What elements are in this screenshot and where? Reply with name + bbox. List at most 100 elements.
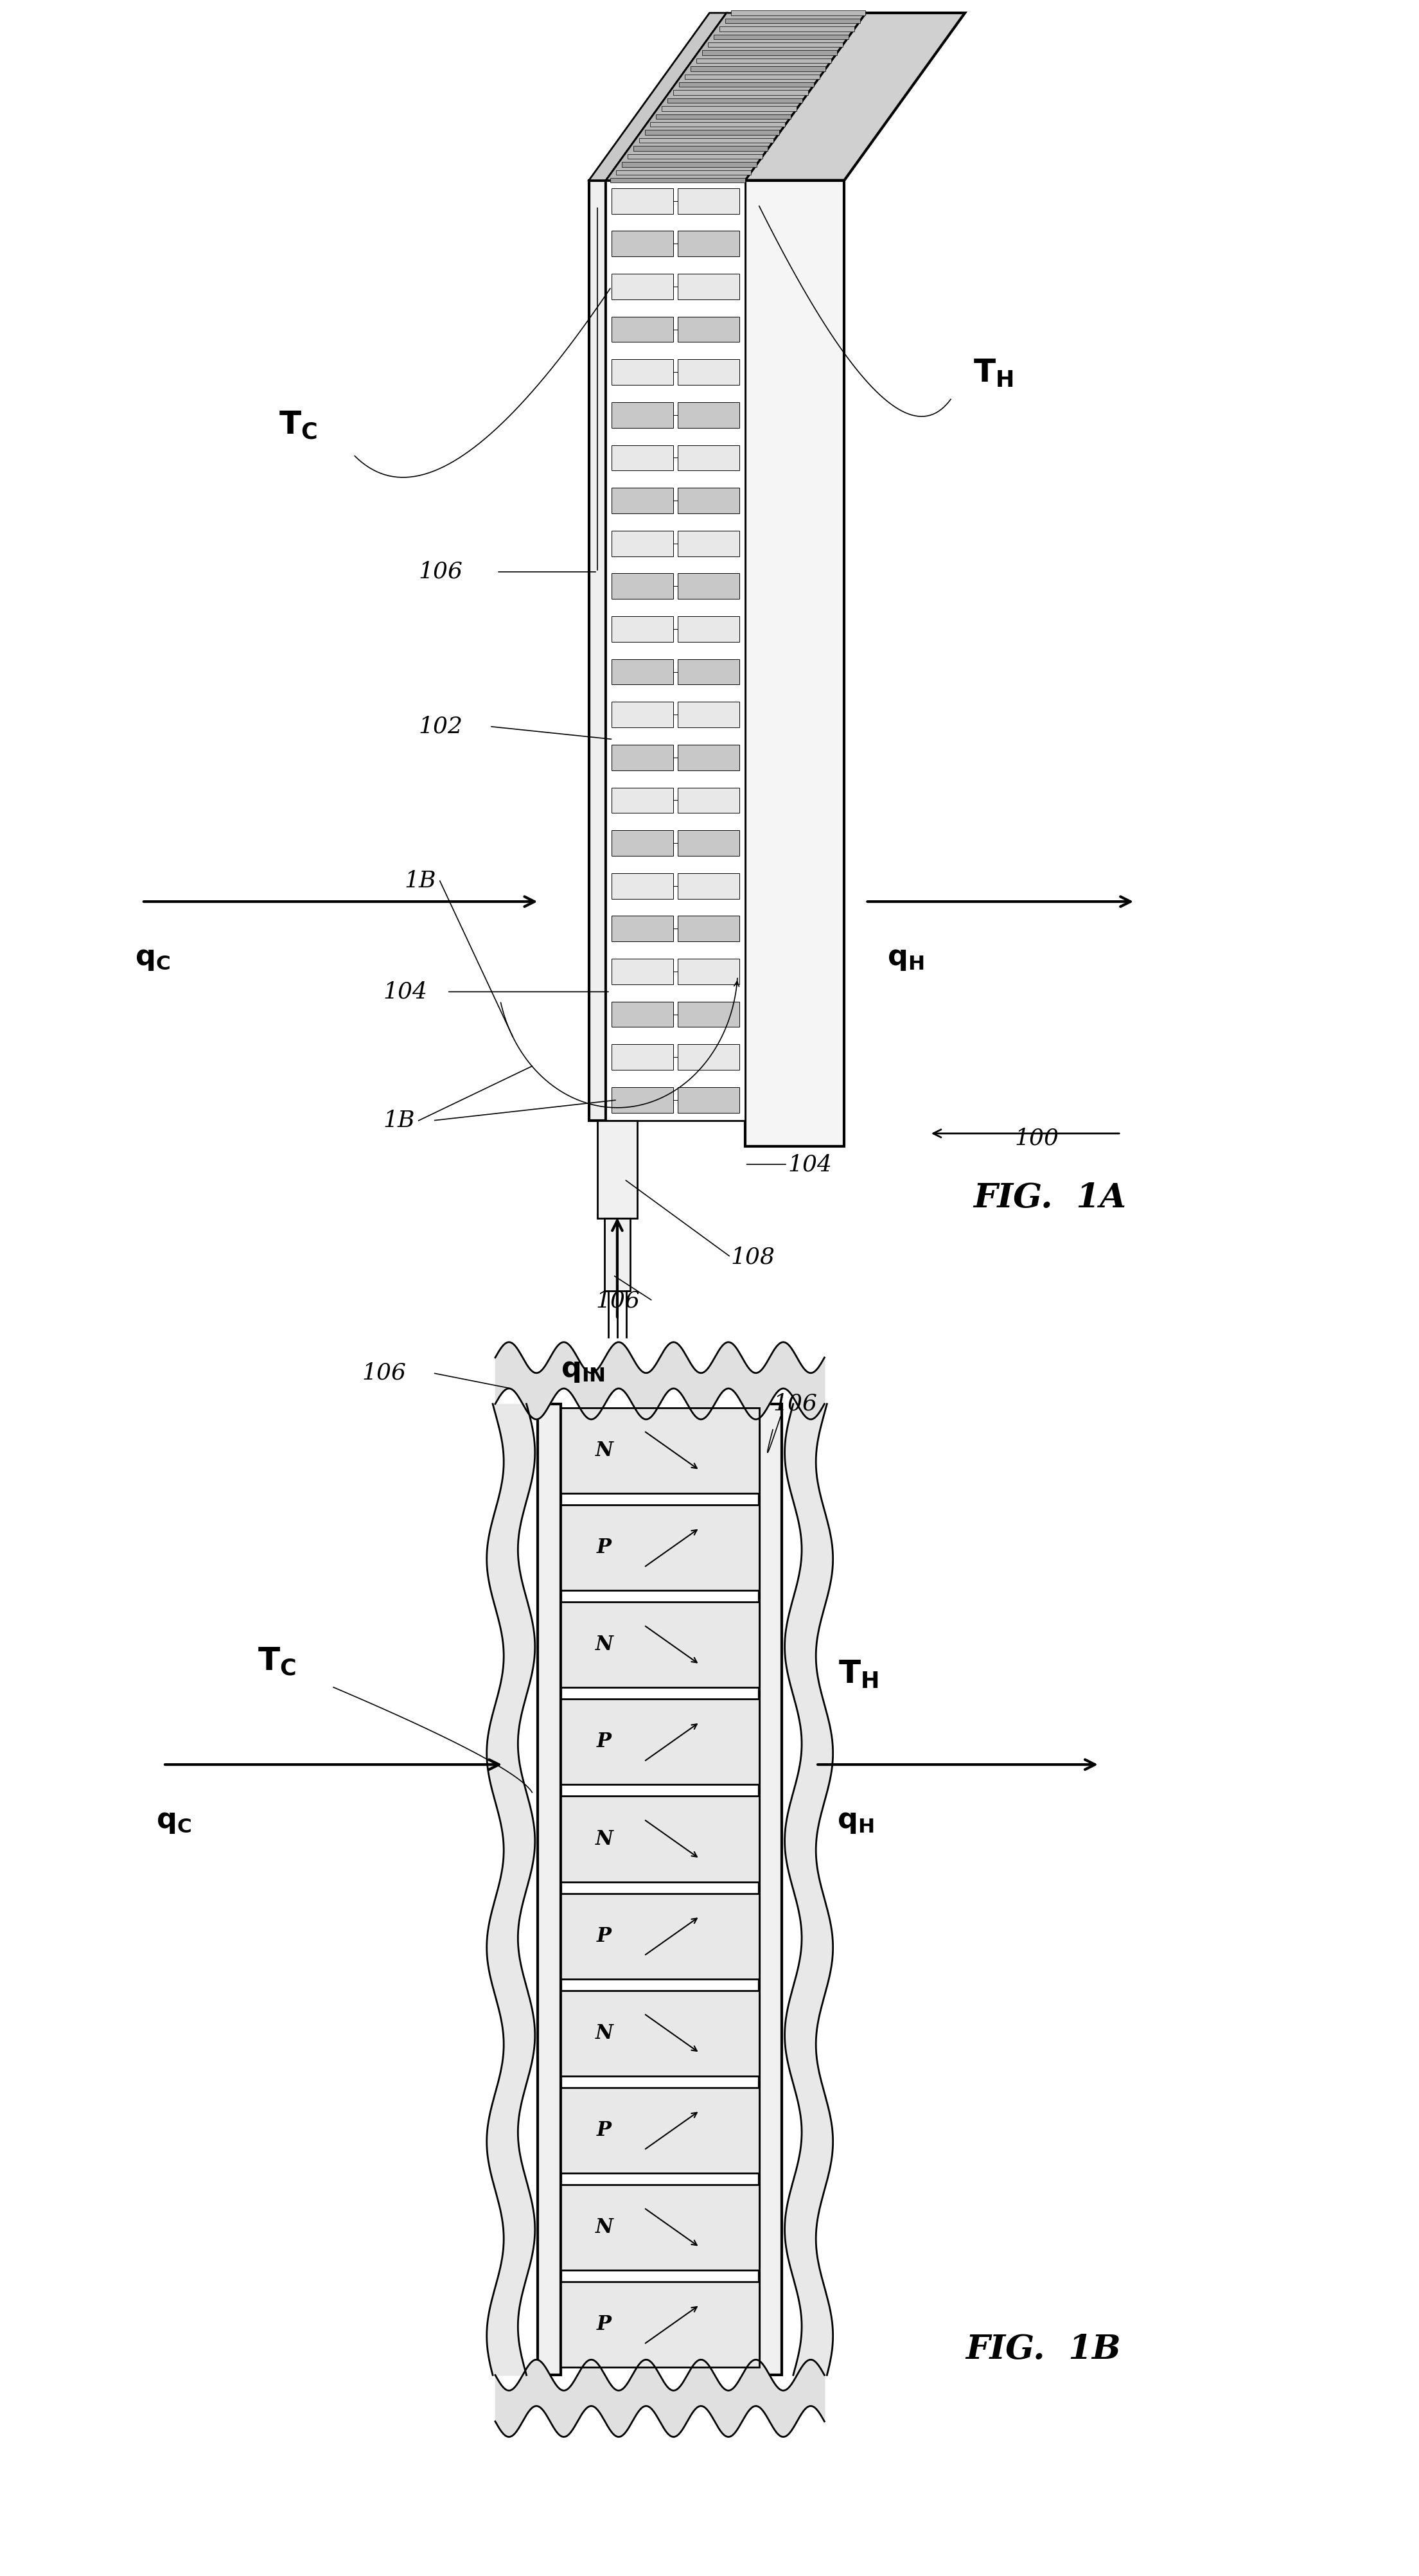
Bar (633, 147, 768, 152)
Text: $\mathbf{q_H}$: $\mathbf{q_H}$ (887, 945, 924, 971)
Text: 104: 104 (383, 981, 427, 1002)
Bar (678, 616, 739, 641)
Text: P: P (597, 1731, 612, 1752)
Text: $\mathbf{T_C}$: $\mathbf{T_C}$ (278, 410, 318, 440)
Text: $\mathbf{T_C}$: $\mathbf{T_C}$ (257, 1646, 297, 1677)
Bar (678, 1087, 739, 1113)
Bar (612, 273, 673, 299)
Bar (612, 873, 673, 899)
Bar (561, 1504, 759, 1589)
Bar (561, 2087, 759, 2174)
Text: P: P (597, 1538, 612, 1558)
Bar (612, 659, 673, 685)
Bar (714, 33, 849, 39)
Bar (678, 873, 739, 899)
Text: 104: 104 (788, 1154, 832, 1175)
Bar (678, 188, 739, 214)
Bar (731, 10, 866, 15)
Bar (759, 1404, 782, 2375)
Text: $\mathbf{q_C}$: $\mathbf{q_C}$ (156, 1808, 192, 1834)
Bar (612, 917, 673, 940)
Bar (612, 446, 673, 471)
Bar (612, 1002, 673, 1028)
Bar (708, 41, 843, 46)
Bar (612, 788, 673, 814)
Bar (612, 531, 673, 556)
Bar (612, 829, 673, 855)
Bar (674, 90, 809, 95)
Polygon shape (606, 13, 866, 180)
Bar (561, 1795, 759, 1880)
Bar (667, 98, 802, 103)
Bar (678, 958, 739, 984)
Text: 1B: 1B (383, 1110, 414, 1131)
Text: FIG.  1B: FIG. 1B (965, 2334, 1121, 2365)
Bar (678, 361, 739, 384)
Bar (627, 155, 762, 160)
Bar (612, 487, 673, 513)
Bar (612, 616, 673, 641)
Bar (678, 232, 739, 258)
Polygon shape (745, 13, 965, 180)
Bar (597, 1121, 637, 1218)
Text: 106: 106 (362, 1363, 406, 1383)
Text: N: N (595, 1829, 613, 1850)
Bar (612, 958, 673, 984)
Text: P: P (597, 2316, 612, 2334)
Bar (678, 531, 739, 556)
Text: P: P (597, 2120, 612, 2141)
Text: 106: 106 (773, 1394, 817, 1414)
Bar (678, 917, 739, 940)
Bar (639, 139, 773, 142)
Bar (538, 1404, 561, 2375)
Text: N: N (595, 1440, 613, 1461)
Bar (678, 659, 739, 685)
Bar (612, 1087, 673, 1113)
Bar (678, 788, 739, 814)
Bar (650, 121, 785, 126)
Text: $\mathbf{q_H}$: $\mathbf{q_H}$ (837, 1808, 874, 1834)
Bar (561, 2184, 759, 2269)
Bar (678, 574, 739, 600)
Bar (678, 1043, 739, 1069)
Bar (678, 1002, 739, 1028)
Bar (702, 52, 837, 54)
Bar (561, 1700, 759, 1785)
Bar (661, 106, 796, 111)
Text: 106: 106 (596, 1291, 640, 1311)
Bar (678, 487, 739, 513)
Bar (678, 273, 739, 299)
Bar (656, 113, 790, 118)
Text: FIG.  1A: FIG. 1A (973, 1182, 1127, 1213)
Text: 102: 102 (419, 716, 463, 737)
Text: N: N (595, 1636, 613, 1654)
Bar (561, 1602, 759, 1687)
Bar (685, 75, 820, 80)
Text: 108: 108 (731, 1247, 775, 1267)
Bar (678, 402, 739, 428)
Bar (612, 701, 673, 726)
Text: $\mathbf{T_H}$: $\mathbf{T_H}$ (973, 358, 1013, 389)
Bar (612, 188, 673, 214)
Bar (561, 2282, 759, 2367)
Bar (612, 744, 673, 770)
Bar (678, 829, 739, 855)
Bar (561, 1991, 759, 2076)
Polygon shape (606, 180, 745, 1121)
Bar (612, 402, 673, 428)
Text: $\mathbf{T_H}$: $\mathbf{T_H}$ (839, 1659, 878, 1690)
Bar (561, 1893, 759, 1978)
Bar (561, 1406, 759, 1494)
Text: 1B: 1B (404, 871, 436, 891)
Text: $\mathbf{q_{IN}}$: $\mathbf{q_{IN}}$ (561, 1358, 604, 1383)
Bar (691, 67, 826, 72)
Text: N: N (595, 2218, 613, 2239)
Bar (622, 162, 756, 167)
Bar (719, 26, 854, 31)
Polygon shape (606, 13, 727, 1121)
Text: 106: 106 (419, 562, 463, 582)
Text: P: P (597, 1927, 612, 1945)
Text: 100: 100 (1015, 1128, 1059, 1149)
Bar (678, 446, 739, 471)
Bar (644, 131, 779, 134)
